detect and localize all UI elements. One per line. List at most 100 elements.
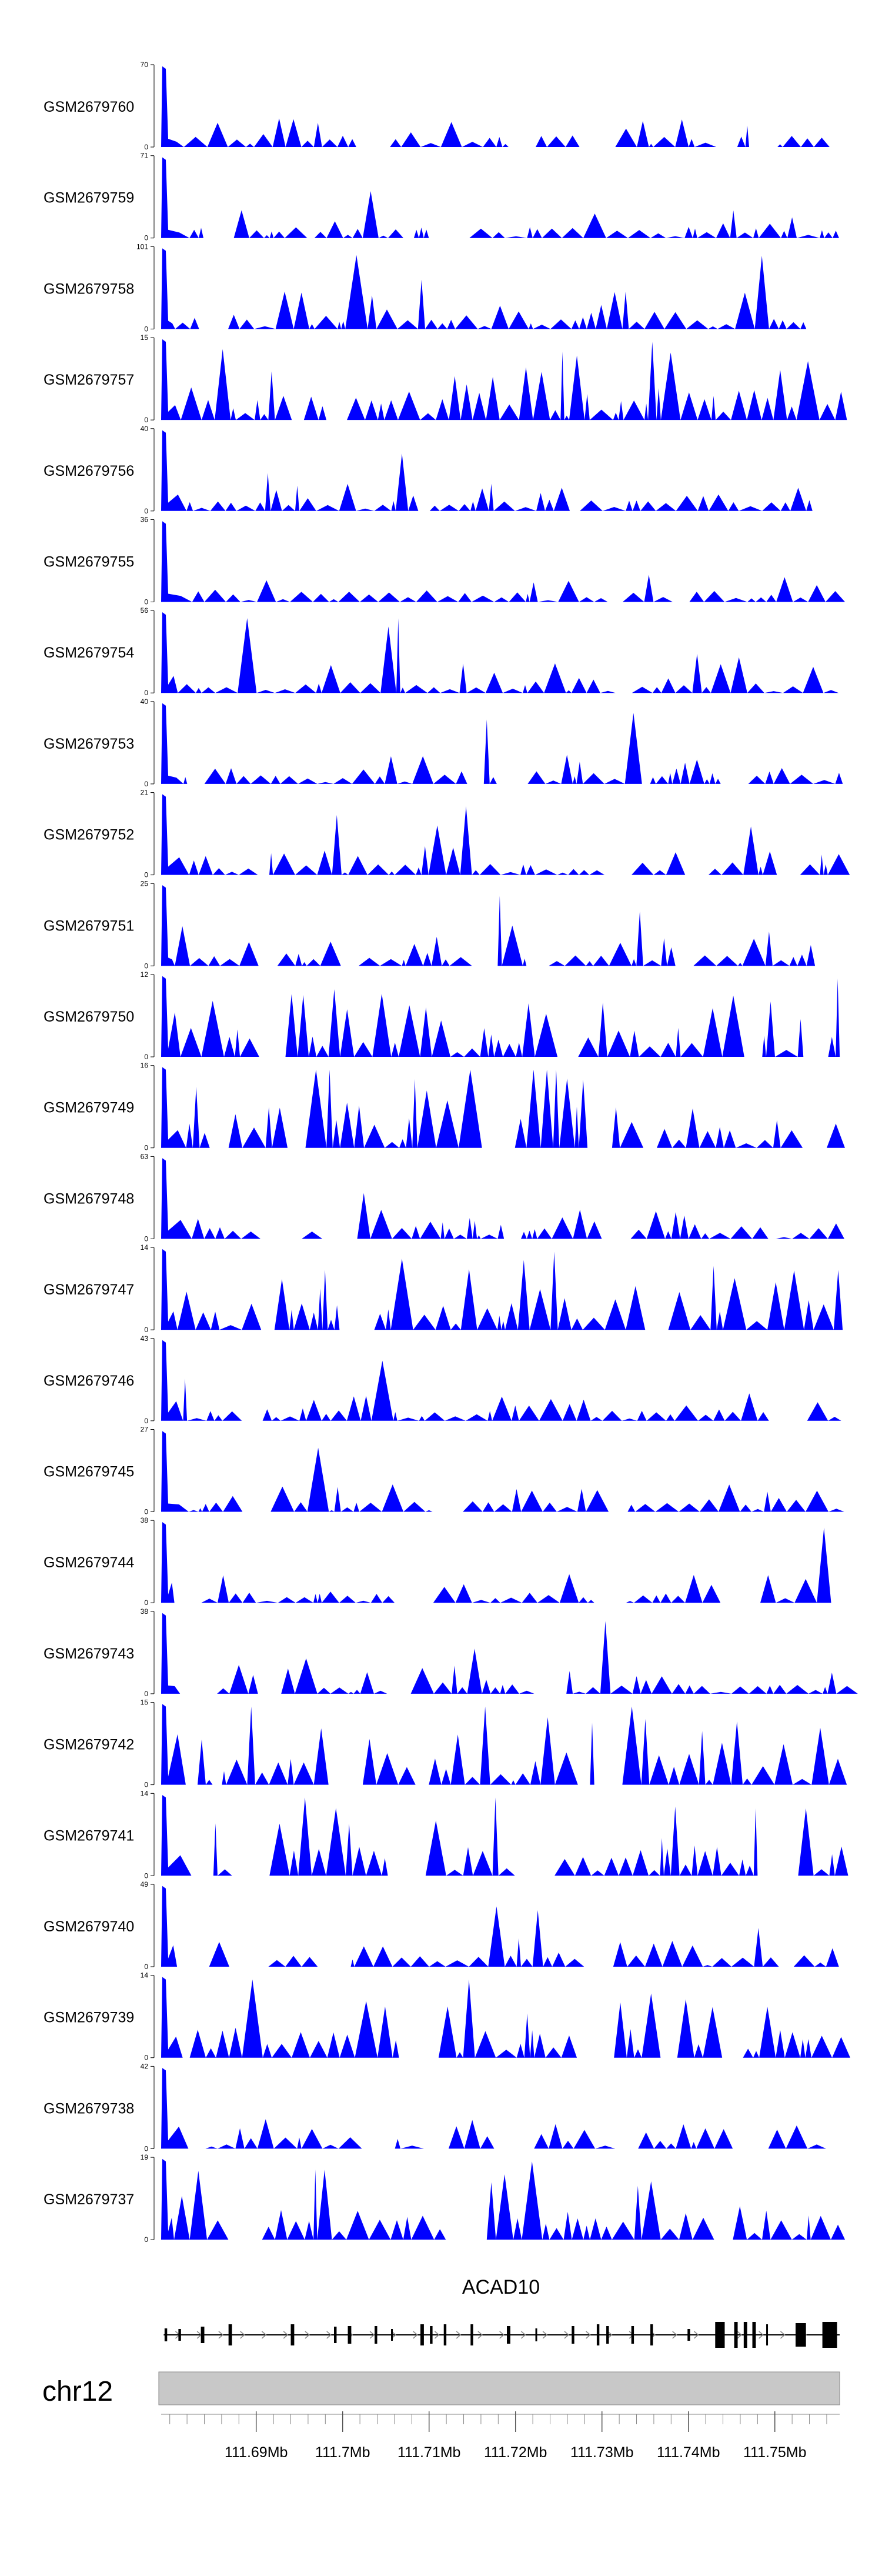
coverage-area [161, 885, 816, 966]
track-GSM2679740: GSM2679740 49 0 [44, 1880, 839, 1971]
track-label: GSM2679754 [44, 645, 134, 661]
y-axis-min-label: 0 [144, 507, 148, 515]
strand-arrow [218, 2331, 224, 2339]
y-axis-min-label: 0 [144, 2144, 148, 2153]
track-GSM2679758: GSM2679758 101 0 [44, 242, 845, 333]
track-GSM2679739: GSM2679739 14 0 [44, 1971, 850, 2062]
gene-exon [348, 2326, 352, 2344]
coverage-area [161, 339, 847, 421]
y-axis-max-label: 14 [141, 1971, 149, 1980]
gene-exon [228, 2324, 232, 2345]
track-label: GSM2679739 [44, 2010, 134, 2026]
y-axis-min-label: 0 [144, 1417, 148, 1425]
track-GSM2679759: GSM2679759 71 0 [44, 152, 839, 242]
coverage-area [161, 612, 839, 693]
coverage-area [161, 1795, 848, 1876]
track-label: GSM2679755 [44, 554, 134, 570]
track-GSM2679753: GSM2679753 40 0 [44, 698, 843, 788]
y-axis-min-label: 0 [144, 1508, 148, 1516]
track-label: GSM2679753 [44, 736, 134, 752]
y-axis-min-label: 0 [144, 2054, 148, 2062]
y-axis-min-label: 0 [144, 598, 148, 606]
y-axis-min-label: 0 [144, 1781, 148, 1789]
strand-arrow [759, 2331, 764, 2339]
strand-arrow [240, 2331, 245, 2339]
track-GSM2679754: GSM2679754 56 0 [44, 606, 839, 697]
chromosome-label: chr12 [42, 2376, 113, 2407]
y-axis-max-label: 19 [141, 2153, 149, 2161]
y-axis-min-label: 0 [144, 871, 148, 879]
y-axis-min-label: 0 [144, 1326, 148, 1334]
coverage-area [161, 703, 843, 784]
y-axis-max-label: 38 [141, 1607, 149, 1616]
coverage-area [161, 248, 845, 329]
strand-arrow [305, 2331, 310, 2339]
y-axis-max-label: 40 [141, 698, 149, 706]
y-axis-min-label: 0 [144, 1234, 148, 1243]
y-axis-max-label: 70 [141, 61, 149, 69]
y-axis-max-label: 56 [141, 606, 149, 615]
track-GSM2679741: GSM2679741 14 0 [44, 1789, 848, 1880]
track-label: GSM2679757 [44, 372, 134, 388]
y-axis-max-label: 14 [141, 1789, 149, 1797]
axis-tick-label: 111.73Mb [570, 2444, 633, 2461]
track-label: GSM2679752 [44, 827, 134, 843]
track-GSM2679757: GSM2679757 15 0 [44, 333, 847, 424]
axis-tick-label: 111.74Mb [657, 2444, 720, 2461]
y-axis-min-label: 0 [144, 1053, 148, 1061]
track-label: GSM2679742 [44, 1737, 134, 1753]
track-label: GSM2679741 [44, 1827, 134, 1844]
y-axis-min-label: 0 [144, 416, 148, 424]
gene-exon [766, 2324, 769, 2345]
strand-arrow [564, 2331, 570, 2339]
y-axis-max-label: 16 [141, 1062, 149, 1070]
gene-label: ACAD10 [462, 2276, 540, 2298]
y-axis-max-label: 38 [141, 1516, 149, 1524]
y-axis-min-label: 0 [144, 962, 148, 970]
coverage-area [161, 1158, 844, 1239]
strand-arrow [326, 2331, 332, 2339]
coverage-area [161, 1704, 847, 1785]
track-label: GSM2679759 [44, 190, 134, 206]
strand-arrow [456, 2331, 462, 2339]
y-axis-max-label: 63 [141, 1152, 149, 1160]
strand-arrow [477, 2331, 483, 2339]
coverage-area [161, 1340, 841, 1421]
coverage-area [161, 1886, 839, 1967]
gene-exon [507, 2326, 510, 2344]
coverage-area [161, 521, 846, 602]
track-label: GSM2679740 [44, 1918, 134, 1935]
y-axis-min-label: 0 [144, 780, 148, 788]
strand-arrow [369, 2331, 375, 2339]
coverage-area [161, 1977, 850, 2058]
gene-exon [650, 2324, 653, 2345]
track-GSM2679752: GSM2679752 21 0 [44, 789, 850, 879]
strand-arrow [607, 2331, 613, 2339]
y-axis-max-label: 12 [141, 970, 149, 979]
coverage-area [161, 976, 840, 1057]
y-axis-max-label: 21 [141, 789, 149, 797]
strand-arrow [391, 2331, 397, 2339]
track-GSM2679743: GSM2679743 38 0 [44, 1607, 858, 1698]
gene-exon [715, 2322, 725, 2348]
y-axis-min-label: 0 [144, 1690, 148, 1698]
track-GSM2679737: GSM2679737 19 0 [44, 2153, 846, 2244]
gene-exon [391, 2329, 393, 2341]
strand-arrow [261, 2331, 267, 2339]
strand-arrow [693, 2331, 699, 2339]
track-label: GSM2679746 [44, 1373, 134, 1389]
gene-exon [535, 2328, 537, 2341]
y-axis-max-label: 27 [141, 1426, 149, 1434]
strand-arrow [283, 2331, 289, 2339]
strand-arrow [520, 2331, 526, 2339]
gene-exon [752, 2322, 756, 2348]
strand-arrow [737, 2331, 743, 2339]
axis-tick-label: 111.7Mb [315, 2444, 370, 2461]
track-label: GSM2679747 [44, 1282, 134, 1298]
gene-exon [334, 2327, 337, 2343]
y-axis-min-label: 0 [144, 1963, 148, 1971]
y-axis-max-label: 42 [141, 2062, 149, 2070]
strand-arrow [413, 2331, 418, 2339]
strand-arrow [499, 2331, 505, 2339]
